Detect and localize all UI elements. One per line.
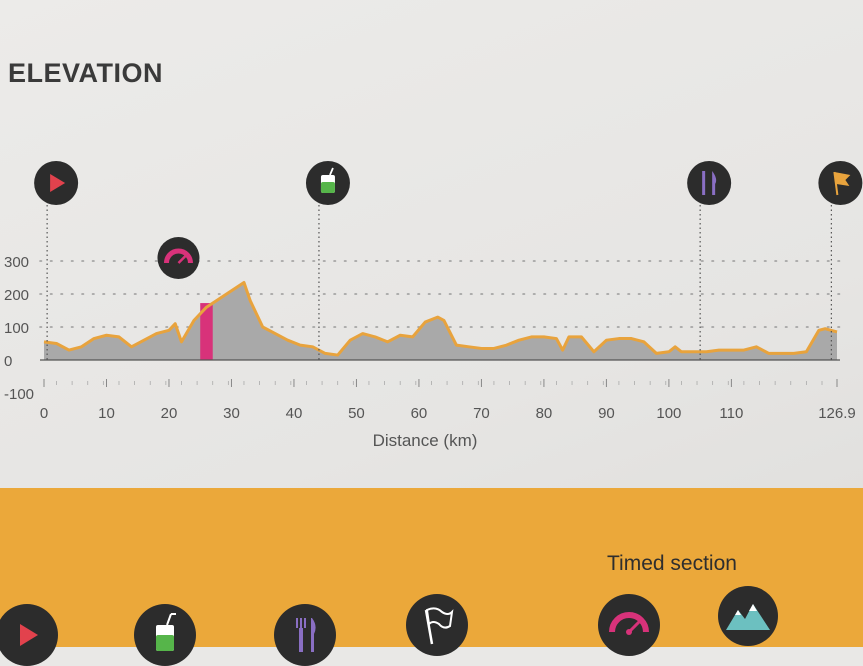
elevation-line	[43, 280, 838, 357]
legend-timed-section-label: Timed section	[607, 552, 737, 575]
y-tick-label: 200	[4, 287, 29, 304]
x-tick-label: 30	[223, 405, 240, 422]
x-tick-label: 60	[411, 405, 428, 422]
x-tick-label: 10	[98, 405, 115, 422]
speedometer-icon-circle	[157, 237, 200, 279]
y-tick-label: 0	[4, 353, 12, 370]
timed-section-bar	[200, 303, 213, 360]
x-tick-label: 80	[536, 405, 553, 422]
x-tick-label: 110	[719, 405, 743, 422]
x-axis-label: Distance (km)	[373, 431, 478, 450]
x-tick-label: 70	[473, 405, 490, 422]
x-tick-label: 126.9	[818, 405, 856, 422]
y-tick-label: 100	[4, 320, 29, 337]
elevation-chart: -100 0 100 200 300 0 10 20 30 40 50 60 70 80 90 100 110 1…	[4, 161, 863, 450]
fork-icon	[702, 171, 706, 195]
speedometer-icon	[163, 248, 193, 264]
speedometer-needle	[177, 254, 188, 264]
flag-icon-pole	[833, 171, 839, 196]
drink-icon-straw	[329, 167, 334, 176]
drink-icon	[134, 604, 196, 666]
y-tick-label: -100	[4, 386, 34, 403]
knife-icon	[712, 171, 717, 195]
page-title: ELEVATION	[8, 58, 164, 88]
x-tick-label: 100	[656, 405, 681, 422]
mountain-icon	[718, 586, 778, 646]
flag-icon	[834, 172, 851, 186]
flag-icon	[406, 594, 468, 656]
x-tick-label: 0	[40, 405, 48, 422]
x-tick-label: 90	[598, 405, 615, 422]
speedometer-icon	[598, 594, 660, 656]
drink-icon-liquid	[320, 182, 335, 193]
x-tick-label: 50	[348, 405, 365, 422]
y-tick-label: 300	[4, 254, 29, 271]
play-icon	[50, 174, 66, 192]
food-icon	[274, 604, 336, 666]
x-tick-label: 40	[286, 405, 303, 422]
food-icon-circle	[687, 161, 732, 205]
x-tick-label: 20	[161, 405, 178, 422]
play-icon	[0, 604, 58, 666]
